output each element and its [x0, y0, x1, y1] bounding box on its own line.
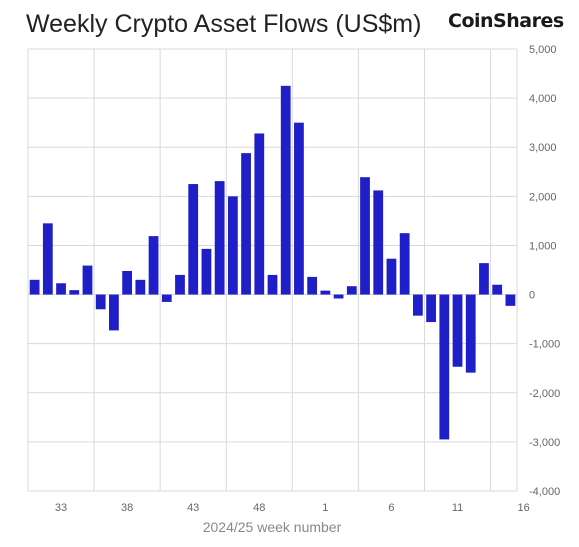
bar-week-13	[479, 263, 489, 295]
bar-week-8	[412, 294, 423, 316]
y-tick-label: -2,000	[529, 388, 560, 400]
bar-week-1	[320, 290, 331, 295]
bar-week-47	[241, 153, 251, 295]
bar-week-45	[214, 181, 225, 295]
bar-week-2	[333, 294, 344, 299]
bar-week-42	[175, 274, 185, 295]
bar-week-43	[188, 184, 199, 295]
x-tick-label: 16	[517, 502, 529, 514]
y-tick-label: -4,000	[529, 486, 560, 498]
bar-week-7	[399, 233, 410, 295]
bar-week-9	[426, 294, 436, 323]
bars-layer	[29, 85, 516, 440]
chart-title: Weekly Crypto Asset Flows (US$m)	[26, 10, 422, 38]
bar-week-44	[201, 248, 212, 295]
bar-week-41	[161, 294, 172, 302]
bar-week-48	[254, 133, 265, 295]
y-tick-label: 1,000	[529, 240, 557, 252]
bar-week-36	[95, 294, 106, 310]
y-tick-label: -1,000	[529, 339, 560, 351]
bar-week-12	[465, 294, 476, 373]
bar-week-15	[505, 294, 516, 306]
y-tick-label: -3,000	[529, 437, 560, 449]
bar-week-50	[280, 85, 291, 295]
axis-layer: 5,000 4,000 3,000 2,000 1,000 0 -1,000 -2,000 -3…	[55, 44, 560, 514]
bar-week-51	[294, 122, 304, 295]
y-tick-label: 4,000	[529, 93, 557, 105]
bar-week-52	[307, 276, 318, 295]
bar-week-14	[492, 284, 503, 295]
coinshares-logo: CoinShares	[448, 10, 564, 32]
bar-week-40	[148, 236, 159, 295]
x-tick-label: 1	[322, 502, 328, 514]
x-tick-label: 43	[187, 502, 199, 514]
y-tick-label: 3,000	[529, 142, 557, 154]
bar-week-37	[109, 294, 119, 331]
x-axis-label: 2024/25 week number	[203, 519, 342, 535]
bar-week-39	[135, 279, 146, 295]
y-tick-label: 2,000	[529, 191, 557, 203]
bar-week-11	[452, 294, 463, 367]
bar-week-33	[56, 283, 66, 295]
y-tick-label: 0	[529, 290, 535, 302]
bar-week-49	[267, 274, 278, 295]
bar-week-32	[42, 223, 53, 295]
bar-week-31	[29, 279, 40, 295]
bar-week-38	[122, 270, 133, 295]
bar-week-5	[373, 190, 384, 295]
bar-week-10	[439, 294, 450, 440]
y-tick-label: 5,000	[529, 44, 557, 56]
bar-week-46	[227, 196, 238, 295]
bar-week-34	[69, 290, 80, 295]
x-tick-label: 48	[253, 502, 265, 514]
bar-week-4	[360, 177, 370, 295]
bar-week-35	[82, 265, 93, 295]
x-tick-label: 11	[452, 502, 463, 514]
x-tick-label: 38	[121, 502, 133, 514]
x-tick-label: 6	[388, 502, 394, 514]
bar-week-6	[386, 258, 397, 295]
x-tick-label: 33	[55, 502, 67, 514]
bar-week-3	[346, 286, 357, 295]
